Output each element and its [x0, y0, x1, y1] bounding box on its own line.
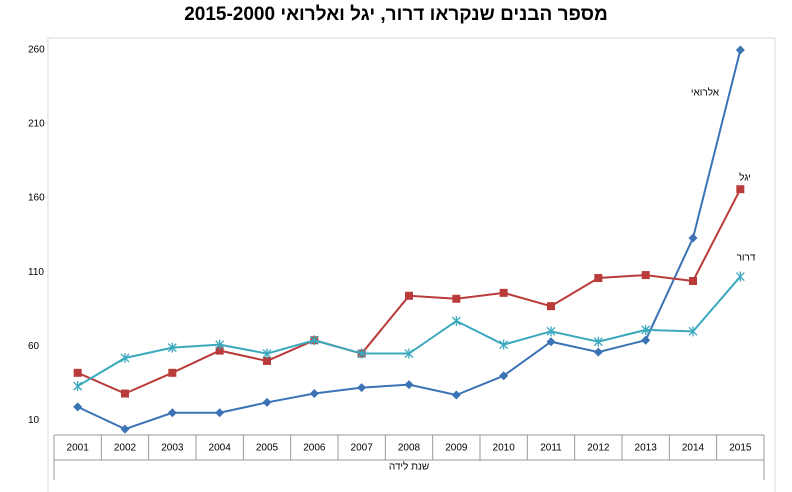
- y-tick-label: 110: [28, 267, 44, 278]
- marker: [215, 339, 225, 350]
- marker: [547, 302, 555, 311]
- x-tick-label: 2001: [67, 443, 90, 454]
- marker: [641, 271, 650, 280]
- marker: [120, 424, 130, 434]
- marker: [215, 408, 225, 418]
- line: [77, 188, 742, 395]
- marker: [689, 277, 697, 285]
- series-label: יגל: [739, 172, 751, 184]
- y-tick-label: 60: [28, 341, 40, 352]
- marker: [594, 274, 603, 283]
- marker: [593, 336, 603, 347]
- marker: [263, 356, 271, 365]
- x-tick-label: 2014: [682, 443, 705, 454]
- x-tick-label: 2011: [540, 443, 562, 454]
- marker: [357, 383, 367, 393]
- marker: [357, 348, 367, 359]
- marker: [688, 233, 698, 243]
- marker: [452, 294, 461, 303]
- x-tick-label: 2003: [161, 443, 184, 454]
- marker: [73, 402, 83, 412]
- marker: [73, 381, 83, 392]
- marker: [168, 368, 177, 377]
- marker: [405, 291, 413, 300]
- x-tick-label: 2015: [729, 443, 752, 454]
- marker: [262, 397, 272, 407]
- y-tick-label: 160: [28, 193, 45, 204]
- x-tick-label: 2013: [635, 443, 658, 454]
- marker: [404, 348, 414, 359]
- marker: [735, 45, 745, 55]
- marker: [593, 347, 603, 357]
- x-axis-title: שנת לידה: [389, 461, 429, 473]
- marker: [546, 326, 556, 337]
- x-tick-label: 2004: [209, 443, 232, 454]
- marker: [262, 348, 272, 359]
- marker: [688, 326, 698, 337]
- chart-frame: [47, 37, 776, 492]
- marker: [309, 389, 319, 399]
- y-tick-label: 260: [28, 45, 45, 56]
- marker: [641, 335, 651, 345]
- series-label: דרור: [737, 253, 756, 264]
- marker: [499, 288, 508, 297]
- marker: [546, 337, 556, 347]
- marker: [735, 271, 745, 282]
- marker: [499, 371, 509, 381]
- marker: [73, 368, 82, 377]
- series-label: אלרואי: [691, 87, 720, 99]
- y-tick-label: 10: [28, 415, 40, 426]
- chart-title: מספר הבנים שנקראו דרור, יגל ואלרואי 2015…: [184, 4, 608, 25]
- marker: [499, 339, 509, 350]
- marker: [121, 389, 129, 398]
- marker: [451, 315, 461, 326]
- y-tick-label: 210: [28, 119, 45, 130]
- marker: [404, 380, 414, 390]
- x-tick-label: 2002: [114, 443, 137, 454]
- x-tick-label: 2012: [587, 443, 610, 454]
- x-tick-label: 2010: [493, 443, 516, 454]
- x-tick-label: 2008: [398, 443, 421, 454]
- marker: [309, 335, 319, 346]
- marker: [451, 390, 461, 400]
- marker: [167, 342, 177, 353]
- marker: [736, 185, 745, 194]
- line: [77, 49, 742, 431]
- marker: [215, 346, 224, 355]
- x-tick-label: 2007: [351, 443, 374, 454]
- x-tick-label: 2009: [445, 443, 468, 454]
- marker: [167, 408, 177, 418]
- x-tick-label: 2005: [256, 443, 279, 454]
- x-tick-label: 2006: [303, 443, 326, 454]
- marker: [641, 324, 651, 335]
- marker: [120, 353, 130, 363]
